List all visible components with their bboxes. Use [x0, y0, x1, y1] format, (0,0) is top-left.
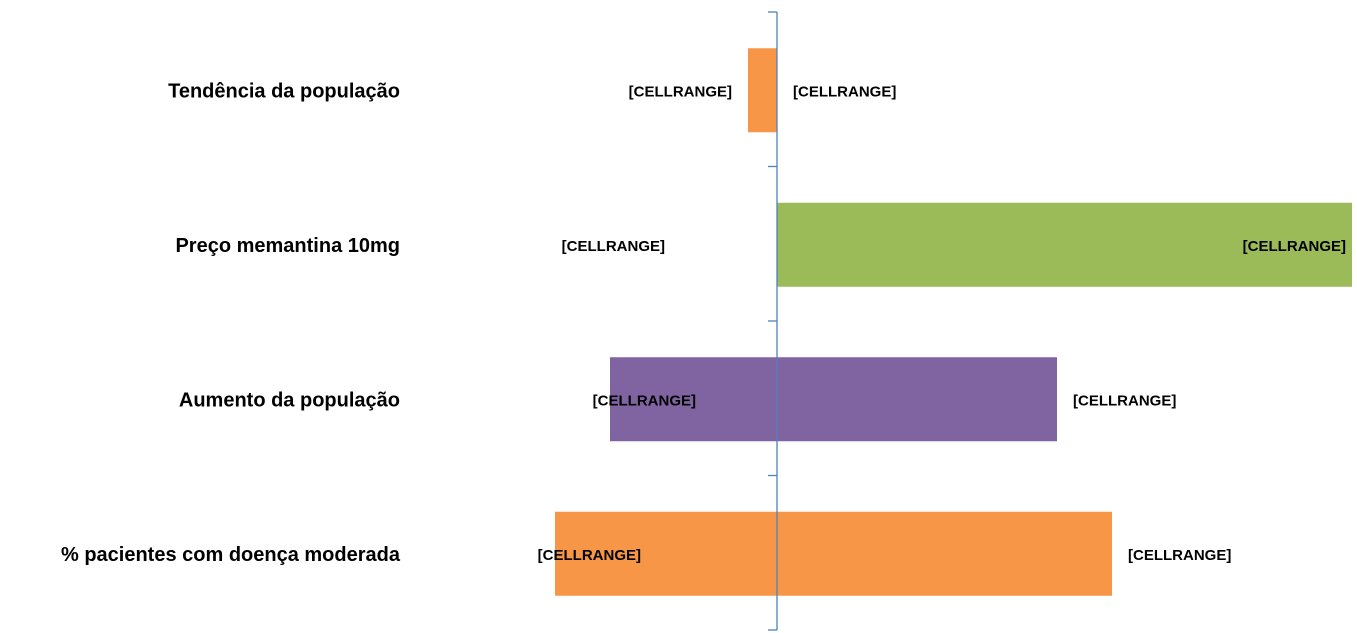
category-label-3: % pacientes com doença moderada: [61, 544, 401, 566]
bar-0: [748, 48, 777, 133]
low-value-label-3: [CELLRANGE]: [538, 547, 641, 564]
bar-1: [777, 202, 1352, 287]
high-value-label-3: [CELLRANGE]: [1128, 547, 1231, 564]
low-value-label-1: [CELLRANGE]: [562, 238, 665, 255]
category-label-2: Aumento da população: [179, 389, 400, 411]
high-value-label-0: [CELLRANGE]: [793, 83, 896, 100]
high-value-label-2: [CELLRANGE]: [1073, 392, 1176, 409]
category-label-1: Preço memantina 10mg: [175, 235, 400, 257]
high-value-label-1: [CELLRANGE]: [1243, 238, 1346, 255]
bar-2: [610, 357, 1057, 442]
bar-3: [555, 511, 1112, 596]
category-label-0: Tendência da população: [168, 80, 400, 102]
low-value-label-0: [CELLRANGE]: [629, 83, 732, 100]
bars-layer: [555, 48, 1352, 596]
axis-layer: [768, 11, 778, 631]
labels-layer: Tendência da população [CELLRANGE] [CELLRA…: [61, 80, 1346, 566]
low-value-label-2: [CELLRANGE]: [593, 392, 696, 409]
